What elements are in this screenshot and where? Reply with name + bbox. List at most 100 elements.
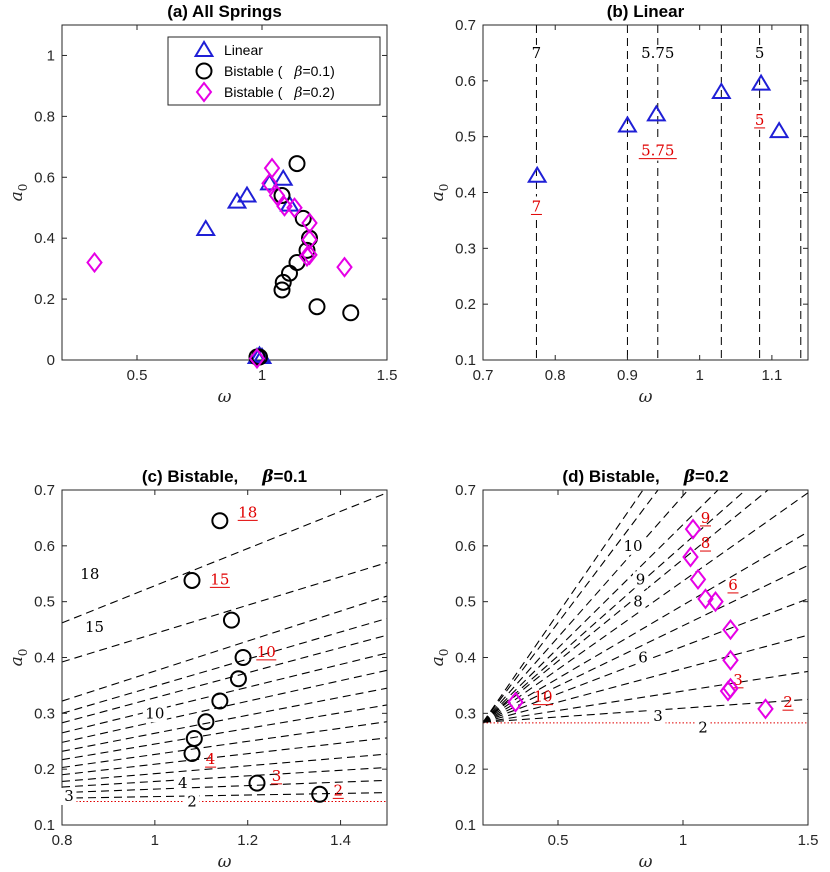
panel-d-ylabel-main: a (428, 656, 448, 666)
panel-c-ytick-label: 0.4 (34, 650, 55, 667)
panel-d-level-line (482, 634, 809, 723)
panel-a-series2-point (301, 229, 318, 251)
panel-c-level-line (61, 721, 388, 769)
panel-b-title: (b) Linear (607, 2, 685, 21)
panel-d-xtick-label: 0.5 (548, 832, 569, 849)
panel-b-label-bg (636, 44, 679, 62)
panel-c-red-label: 4 (206, 750, 216, 768)
panel-d-red-label: 9 (701, 509, 711, 527)
panel-a-series2-point (86, 251, 103, 274)
panel-b-point (768, 121, 790, 139)
panel-c-label: 18 (80, 565, 99, 583)
panel-c-red-label: 18 (238, 503, 257, 521)
panel-b-red-label: 7 (532, 197, 542, 215)
panel-d-level-line (482, 489, 769, 723)
panel-a-ytick-label: 0.4 (34, 230, 55, 247)
panel-d-label: 6 (638, 649, 648, 667)
legend-entry-1-greek: β (293, 64, 302, 80)
panel-b-label: 7 (532, 44, 542, 62)
legend-box (167, 36, 381, 106)
panel-a-series1-point (288, 254, 306, 272)
panel-d-label-bg (621, 537, 645, 555)
panel-d-ytick-label: 0.4 (455, 650, 476, 667)
panel-a-axes-frame (61, 24, 388, 361)
panel-b-label: 5.75 (641, 44, 674, 62)
panel-c-level-line (61, 766, 388, 788)
panel-c-ytick-label: 0.1 (34, 817, 55, 834)
panel-b-label-bg (752, 44, 768, 62)
panel-d-ylabel: a0 (428, 649, 451, 667)
panel-c-level-line (61, 652, 388, 734)
panel-a-ylabel-main: a (7, 191, 27, 201)
legend-entry-0: Linear (224, 42, 263, 58)
panel-d-label: 2 (698, 718, 708, 736)
panel-d-label: 9 (636, 570, 646, 588)
panel-b-ytick-label: 0.7 (455, 17, 476, 34)
panel-d-level-line (482, 489, 689, 723)
panel-c-level-line (61, 562, 388, 663)
panel-c-point (248, 774, 266, 792)
panel-a-series1-point (288, 155, 306, 173)
panel-a-xtick-label: 1.5 (377, 367, 398, 384)
panel-d-title-text: (d) Bistable, (562, 467, 659, 486)
panel-d-red-label: 10 (533, 688, 552, 706)
legend-entry-1-rest: =0.1) (302, 63, 334, 79)
panel-b-ytick-label: 0.6 (455, 73, 476, 90)
panel-b-point (527, 165, 548, 183)
panel-a-series2-point (336, 256, 353, 278)
panel-c-ytick-label: 0.3 (34, 705, 55, 722)
panel-d-level-line (482, 489, 719, 723)
panel-d-point (722, 649, 739, 671)
panel-c-label: 4 (178, 774, 188, 792)
panel-d-level-line (482, 489, 659, 723)
panel-b-xtick-label: 0.9 (617, 367, 638, 384)
panel-d-label-bg (695, 719, 711, 737)
legend-marker-2 (195, 81, 213, 103)
panel-c-xtick-label: 1.2 (237, 832, 258, 849)
panel-d-title-rest: =0.2 (695, 467, 729, 486)
panel-b-ytick-label: 0.4 (455, 185, 476, 202)
panel-c-point (234, 649, 252, 666)
panel-a-series1-point (281, 264, 298, 282)
panel-b-label-bg (528, 44, 544, 62)
panel-c-level-line (61, 595, 388, 702)
panel-a-series0-point (273, 168, 294, 186)
panel-d-level-line (482, 670, 809, 723)
panel-b-red-label-bg (751, 109, 769, 130)
panel-c-level-line (61, 704, 388, 761)
panel-b-ytick-label: 0.3 (455, 240, 476, 257)
panel-a-xlabel: ω (218, 387, 232, 407)
panel-c-label: 10 (145, 704, 164, 722)
panel-c-ylabel-sub: 0 (16, 649, 30, 657)
legend-marker-1 (195, 62, 213, 80)
panel-c-level-line (61, 792, 388, 799)
panel-d-point (697, 588, 714, 610)
panel-d-point (707, 591, 724, 613)
panel-a-ytick-label: 0.2 (34, 291, 55, 308)
panel-d-label-bg (635, 649, 651, 667)
panel-c-point (211, 692, 229, 710)
panel-c-red-label: 2 (333, 781, 343, 799)
legend-entry-1-name: Bistable ( (224, 63, 283, 79)
panel-d-title-greek: β (683, 467, 695, 487)
panel-c-title-greek: β (261, 467, 273, 487)
panel-c-label: 3 (64, 787, 74, 805)
panel-c-ytick-label: 0.2 (34, 761, 55, 778)
legend-entry-1: Bistable ( β=0.1) (224, 63, 335, 80)
panel-c-label-bg (175, 775, 191, 793)
panel-c-xtick-label: 1 (151, 832, 159, 849)
panel-d-red-label: 2 (783, 693, 793, 711)
panel-c-red-label: 3 (272, 767, 282, 785)
panel-b-red-label: 5 (755, 111, 765, 129)
panel-c-level-line (61, 779, 388, 794)
panel-c-xtick-label: 0.8 (52, 832, 73, 849)
panel-c-point (222, 611, 240, 629)
panel-a-series1-point (294, 209, 312, 227)
panel-a-ylabel: a0 (7, 184, 30, 202)
panel-a-series2-point (248, 347, 266, 370)
panel-c-point (311, 785, 329, 803)
panel-a-title: (a) All Springs (167, 2, 282, 21)
panel-c-xlabel: ω (218, 852, 232, 872)
panel-c-ytick-label: 0.6 (34, 538, 55, 555)
panel-c-label-bg (184, 793, 200, 811)
